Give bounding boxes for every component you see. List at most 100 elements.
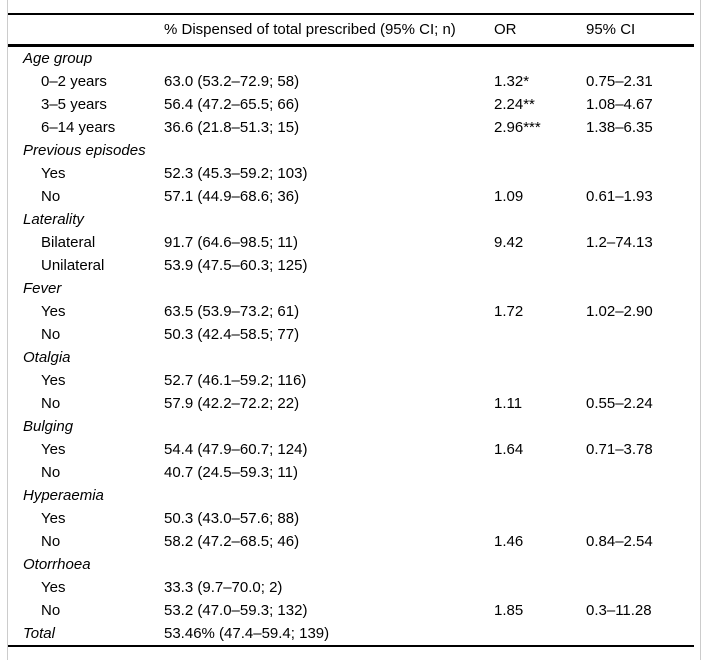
ci-cell xyxy=(586,46,694,71)
ci-cell xyxy=(586,553,694,576)
or-cell: 1.64 xyxy=(494,441,524,458)
ci-cell xyxy=(586,461,694,484)
dispensed-cell: 57.1 (44.9–68.6; 36) xyxy=(164,188,300,205)
label-cell: Unilateral xyxy=(41,257,105,274)
or-cell xyxy=(494,46,586,71)
data-row: No 57.1 (44.9–68.6; 36) 1.09 0.61–1.93 xyxy=(8,185,694,208)
label-cell: Bilateral xyxy=(41,234,96,251)
data-row: Bilateral 91.7 (64.6–98.5; 11) 9.42 1.2–74.… xyxy=(8,231,694,254)
dispensed-cell: 53.46% (47.4–59.4; 139) xyxy=(164,622,494,647)
or-cell xyxy=(494,369,586,392)
ci-cell: 0.3–11.28 xyxy=(586,602,652,619)
data-row: No 57.9 (42.2–72.2; 22) 1.11 0.55–2.24 xyxy=(8,392,694,415)
label-cell: Otorrhoea xyxy=(23,556,91,573)
dispensed-cell xyxy=(164,415,494,438)
label-cell: Laterality xyxy=(23,211,84,228)
ci-cell: 0.71–3.78 xyxy=(586,441,653,458)
results-table: % Dispensed of total prescribed (95% CI;… xyxy=(8,13,694,647)
data-row: Yes 33.3 (9.7–70.0; 2) xyxy=(8,576,694,599)
dispensed-cell: 50.3 (43.0–57.6; 88) xyxy=(164,510,300,527)
data-row: No 58.2 (47.2–68.5; 46) 1.46 0.84–2.54 xyxy=(8,530,694,553)
data-row: Yes 54.4 (47.9–60.7; 124) 1.64 0.71–3.78 xyxy=(8,438,694,461)
data-row: No 53.2 (47.0–59.3; 132) 1.85 0.3–11.28 xyxy=(8,599,694,622)
ci-cell: 1.02–2.90 xyxy=(586,303,653,320)
or-cell xyxy=(494,254,586,277)
or-cell xyxy=(494,576,586,599)
dispensed-cell: 36.6 (21.8–51.3; 15) xyxy=(164,119,300,136)
dispensed-cell: 63.0 (53.2–72.9; 58) xyxy=(164,73,300,90)
ci-cell: 1.2–74.13 xyxy=(586,234,653,251)
section-header-row: Otalgia xyxy=(8,346,694,369)
label-cell: 6–14 years xyxy=(41,119,116,136)
or-cell: 2.24** xyxy=(494,96,535,113)
dispensed-cell xyxy=(164,139,494,162)
label-cell: Yes xyxy=(41,165,66,182)
or-cell xyxy=(494,346,586,369)
label-cell: No xyxy=(41,464,61,481)
dispensed-cell: 52.7 (46.1–59.2; 116) xyxy=(164,372,307,389)
or-cell xyxy=(494,277,586,300)
dispensed-cell xyxy=(164,346,494,369)
ci-cell xyxy=(586,208,694,231)
ci-cell xyxy=(586,484,694,507)
header-row: % Dispensed of total prescribed (95% CI;… xyxy=(8,13,694,47)
label-cell: Hyperaemia xyxy=(23,487,104,504)
table-header: % Dispensed of total prescribed (95% CI;… xyxy=(8,13,694,47)
label-cell: No xyxy=(41,602,61,619)
or-cell xyxy=(494,323,586,346)
label-cell: No xyxy=(41,326,61,343)
section-header-row: Fever xyxy=(8,277,694,300)
data-row: Yes 63.5 (53.9–73.2; 61) 1.72 1.02–2.90 xyxy=(8,300,694,323)
ci-cell xyxy=(586,415,694,438)
data-row: 0–2 years 63.0 (53.2–72.9; 58) 1.32* 0.75–2… xyxy=(8,70,694,93)
label-cell: Age group xyxy=(23,50,93,67)
label-cell: 3–5 years xyxy=(41,96,107,113)
dispensed-cell: 63.5 (53.9–73.2; 61) xyxy=(164,303,300,320)
section-header-row: Otorrhoea xyxy=(8,553,694,576)
dispensed-cell: 58.2 (47.2–68.5; 46) xyxy=(164,533,300,550)
dispensed-cell xyxy=(164,484,494,507)
or-cell xyxy=(494,162,586,185)
or-cell xyxy=(494,553,586,576)
data-row: 6–14 years 36.6 (21.8–51.3; 15) 2.96*** 1.3… xyxy=(8,116,694,139)
label-cell: 0–2 years xyxy=(41,73,107,90)
ci-cell: 1.38–6.35 xyxy=(586,119,653,136)
or-cell xyxy=(494,507,586,530)
dispensed-cell: 57.9 (42.2–72.2; 22) xyxy=(164,395,300,412)
section-header-row: Hyperaemia xyxy=(8,484,694,507)
dispensed-cell: 53.9 (47.5–60.3; 125) xyxy=(164,257,308,274)
col-header-variable xyxy=(8,13,164,47)
or-cell xyxy=(494,139,586,162)
ci-cell xyxy=(586,576,694,599)
col-header-ci: 95% CI xyxy=(586,13,694,47)
or-cell xyxy=(494,461,586,484)
dispensed-cell: 54.4 (47.9–60.7; 124) xyxy=(164,441,308,458)
dispensed-cell: 53.2 (47.0–59.3; 132) xyxy=(164,602,308,619)
dispensed-cell: 52.3 (45.3–59.2; 103) xyxy=(164,165,308,182)
data-row: 3–5 years 56.4 (47.2–65.5; 66) 2.24** 1.08–… xyxy=(8,93,694,116)
data-row: No 50.3 (42.4–58.5; 77) xyxy=(8,323,694,346)
or-cell: 1.72 xyxy=(494,303,524,320)
ci-cell xyxy=(586,323,694,346)
ci-cell xyxy=(586,369,694,392)
ci-cell: 0.75–2.31 xyxy=(586,73,653,90)
label-cell: Otalgia xyxy=(23,349,71,366)
ci-cell xyxy=(586,162,694,185)
or-cell: 2.96*** xyxy=(494,119,541,136)
data-row: Unilateral 53.9 (47.5–60.3; 125) xyxy=(8,254,694,277)
dispensed-cell: 33.3 (9.7–70.0; 2) xyxy=(164,579,283,596)
label-cell: Yes xyxy=(41,441,66,458)
dispensed-cell: 56.4 (47.2–65.5; 66) xyxy=(164,96,300,113)
total-row: Total 53.46% (47.4–59.4; 139) xyxy=(8,622,694,647)
ci-cell xyxy=(586,346,694,369)
ci-cell: 0.55–2.24 xyxy=(586,395,653,412)
section-header-row: Laterality xyxy=(8,208,694,231)
ci-cell xyxy=(586,254,694,277)
or-cell xyxy=(494,484,586,507)
or-cell xyxy=(494,208,586,231)
data-row: No 40.7 (24.5–59.3; 11) xyxy=(8,461,694,484)
label-cell: Fever xyxy=(23,280,62,297)
label-cell: No xyxy=(41,395,61,412)
ci-cell xyxy=(586,622,694,647)
